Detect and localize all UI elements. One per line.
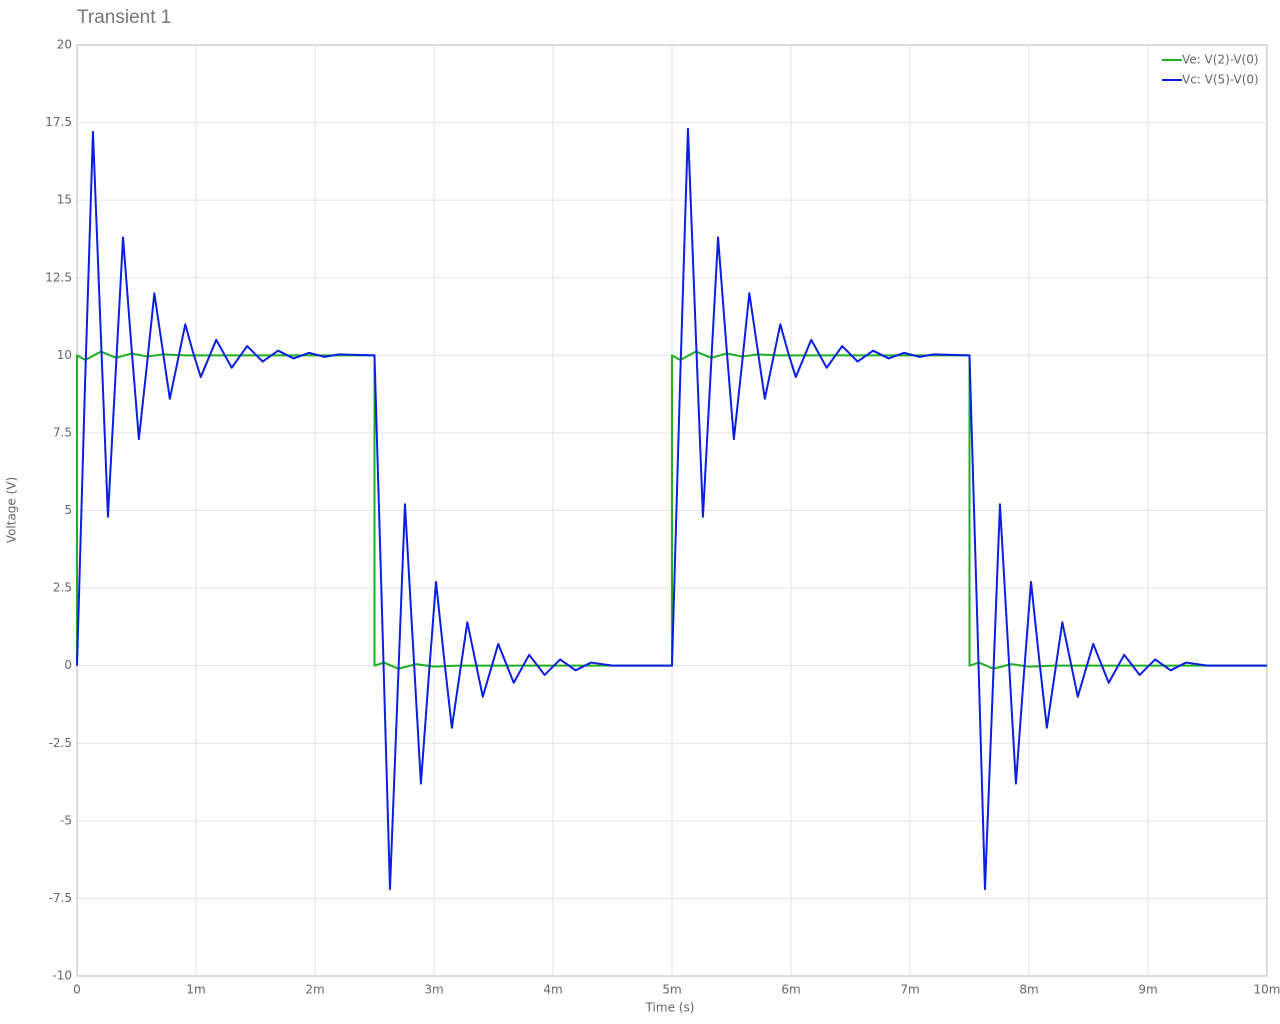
y-tick-label: 15	[57, 193, 72, 207]
x-tick-label: 6m	[781, 983, 800, 997]
x-tick-label: 0	[73, 983, 81, 997]
y-tick-label: 2.5	[53, 581, 72, 595]
y-tick-label: -5	[60, 813, 72, 827]
x-tick-label: 1m	[186, 983, 205, 997]
y-tick-label: 5	[64, 503, 72, 517]
x-tick-label: 5m	[662, 983, 681, 997]
legend-label: Vc: V(5)-V(0)	[1182, 73, 1259, 87]
series-line	[76, 127, 1267, 891]
x-tick-label: 8m	[1019, 983, 1038, 997]
y-tick-label: 0	[64, 658, 72, 672]
y-tick-label: 10	[57, 348, 72, 362]
x-tick-label: 9m	[1138, 983, 1157, 997]
legend-label: Ve: V(2)-V(0)	[1182, 53, 1259, 67]
x-tick-label: 4m	[543, 983, 562, 997]
chart-title: Transient 1	[77, 7, 171, 28]
y-tick-label: 7.5	[53, 425, 72, 439]
x-tick-label: 7m	[900, 983, 919, 997]
y-tick-label: -7.5	[49, 891, 72, 905]
y-tick-label: 12.5	[45, 270, 72, 284]
x-axis-label: Time (s)	[645, 1001, 695, 1015]
y-tick-label: -10	[52, 969, 72, 983]
y-tick-label: -2.5	[49, 736, 72, 750]
x-tick-label: 2m	[305, 983, 324, 997]
y-tick-label: 17.5	[45, 115, 72, 129]
y-axis-label: Voltage (V)	[5, 477, 19, 543]
x-tick-label: 10m	[1254, 983, 1280, 997]
y-tick-label: 20	[57, 38, 72, 52]
x-tick-label: 3m	[424, 983, 443, 997]
